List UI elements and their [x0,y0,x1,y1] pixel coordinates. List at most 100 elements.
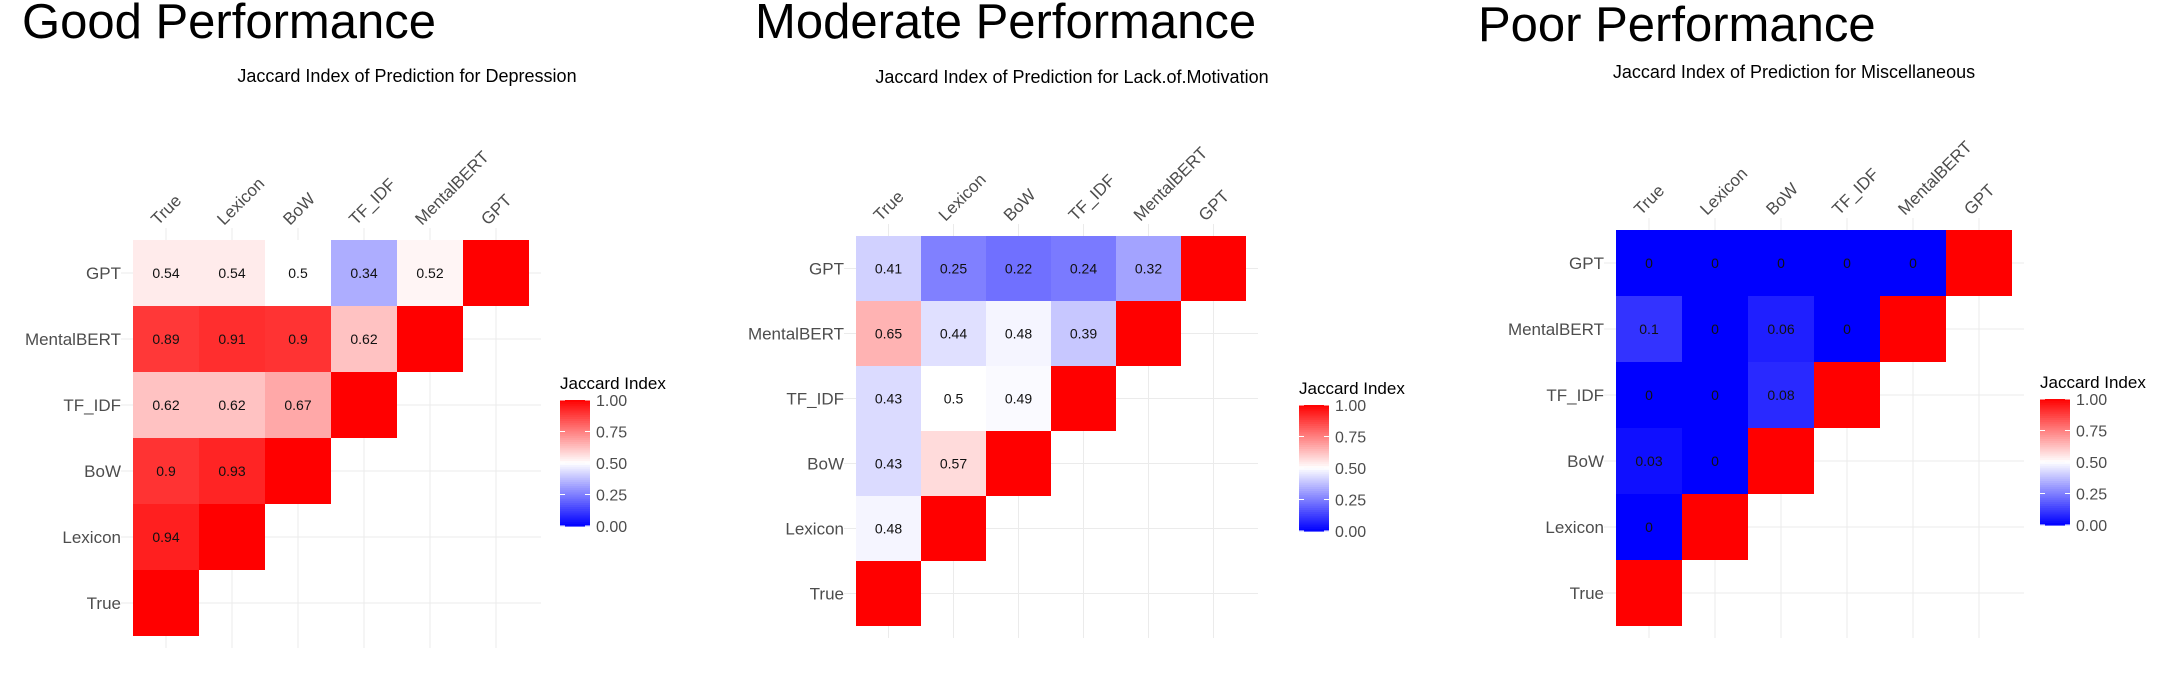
legend-colorbar-segment [1299,482,1329,486]
legend-colorbar-segment [2040,399,2070,402]
heatmap-cell [1748,362,1814,428]
heatmap-cell [1946,230,2012,296]
legend-colorbar-segment [2040,472,2070,476]
x-tick-label: True [1630,181,1668,219]
legend-colorbar-segment [1299,449,1329,452]
cell-value-label: 0.94 [152,529,179,545]
legend-colorbar-segment [2040,510,2070,513]
legend-tick-label: 0.00 [596,519,627,536]
legend-colorbar-segment [560,488,590,491]
heatmap-cell [133,570,199,636]
cell-value-label: 0.43 [875,391,902,407]
cell-value-label: 0.22 [1005,261,1032,277]
legend-colorbar-segment [1299,453,1329,456]
heatmap-cell [199,504,265,570]
legend-colorbar-segment [1299,501,1329,505]
legend-colorbar-segment [1299,486,1329,490]
heatmap-cell [331,240,397,306]
chart-title: Jaccard Index of Prediction for Depressi… [237,66,576,86]
chart-title: Jaccard Index of Prediction for Lack.of.… [875,67,1268,87]
legend-colorbar-segment [2040,426,2070,429]
legend-colorbar-segment [560,450,590,454]
x-tick-label: BoW [279,189,318,228]
heatmap-cell [265,306,331,372]
legend-colorbar-segment [1299,444,1329,448]
legend-colorbar-segment [1299,459,1329,463]
heatmap-cell [921,301,986,366]
heatmap-cell [397,240,463,306]
legend-tick-label: 1.00 [596,393,627,410]
heatmap-cell [1051,301,1116,366]
heatmap-cell [1880,296,1946,362]
legend-colorbar-segment [1299,524,1329,528]
x-tick-label: BoW [1762,179,1801,218]
heatmap-cell [1616,362,1682,428]
legend-colorbar-segment [2040,441,2070,444]
legend-colorbar-segment [560,467,590,470]
legend-tick-label: 1.00 [1335,398,1366,415]
y-tick-label: BoW [1567,452,1604,471]
legend-colorbar-segment [2040,516,2070,520]
cell-value-label: 0 [1645,255,1653,271]
legend-colorbar-segment [2040,436,2070,440]
cell-value-label: 0.25 [940,261,967,277]
legend-colorbar-segment [2040,470,2070,474]
legend-colorbar-segment [560,446,590,449]
legend-colorbar-segment [1299,472,1329,475]
legend-colorbar-segment [1299,457,1329,461]
heatmap-cell [133,240,199,306]
legend-colorbar-segment [1299,436,1329,440]
heatmap-cell [463,240,529,306]
legend-colorbar-segment [2040,520,2070,524]
y-tick-label: GPT [86,264,121,283]
heatmap-cell [1682,230,1748,296]
legend-colorbar-segment [1299,405,1329,408]
cell-value-label: 0 [1711,387,1719,403]
legend-colorbar-segment [1299,497,1329,501]
legend-colorbar-segment [560,414,590,418]
cell-value-label: 0 [1711,321,1719,337]
heatmap-cell [265,438,331,504]
cell-value-label: 0.54 [152,265,179,281]
heatmap-cell [1616,296,1682,362]
heatmap-poor: Jaccard Index of Prediction for Miscella… [1508,62,2146,638]
legend-colorbar-segment [1299,407,1329,410]
legend-colorbar-segment [1299,461,1329,465]
heatmap-cell [1748,428,1814,494]
legend-colorbar-segment [560,458,590,462]
legend-colorbar-segment [560,519,590,523]
legend-colorbar-segment [1299,528,1329,532]
cell-value-label: 0.62 [350,331,377,347]
heatmap-cell [1616,494,1682,560]
cell-value-label: 0 [1777,255,1785,271]
heatmap-cells: 0 0 0 0 0 0.1 0 0.06 0 0 0 0.08 0.03 0 0 [1616,230,2012,626]
legend-colorbar-segment [2040,487,2070,490]
cell-value-label: 0.9 [288,331,308,347]
x-tick-label: TF_IDF [345,175,399,229]
cell-value-label: 0.34 [350,265,377,281]
heatmap-cell [856,366,921,431]
cell-value-label: 0.48 [1005,326,1032,342]
legend-tick-label: 0.50 [2076,455,2107,472]
heatmap-cell [1051,366,1116,431]
legend-tick-label: 0.00 [1335,524,1366,541]
y-tick-label: TF_IDF [1546,386,1604,405]
legend-colorbar-segment [2040,474,2070,478]
heatmap-cell [1116,236,1181,301]
legend-colorbar-segment [560,400,590,403]
cell-value-label: 0.9 [156,463,176,479]
heatmap-cell [1682,494,1748,560]
legend-colorbar-segment [2040,432,2070,436]
cell-value-label: 0.49 [1005,391,1032,407]
legend-colorbar-segment [560,412,590,416]
legend-title: Jaccard Index [560,374,666,393]
legend-colorbar-segment [1299,432,1329,435]
legend-colorbar-segment [560,418,590,422]
legend-tick-label: 0.25 [596,488,627,505]
y-tick-label: True [87,594,121,613]
heatmap-cell [856,561,921,626]
legend-colorbar-segment [1299,419,1329,423]
legend-colorbar-segment [560,475,590,479]
heatmap-cell [856,496,921,561]
